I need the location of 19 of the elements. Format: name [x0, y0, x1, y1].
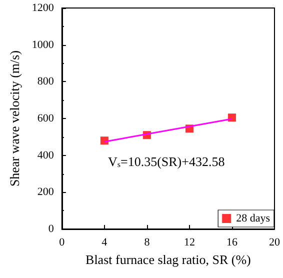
point [228, 114, 236, 122]
x-tick-label: 0 [59, 236, 66, 248]
x-tick-label: 20 [269, 236, 280, 248]
y-tick-label: 800 [37, 76, 54, 88]
x-tick-label: 8 [144, 236, 150, 248]
y-tick-label: 400 [37, 149, 54, 162]
y-tick-label: 600 [37, 112, 54, 124]
y-tick-label: 1200 [32, 2, 54, 14]
y-axis-title: Shear wave velocity (m/s) [7, 50, 22, 187]
x-axis-title: Blast furnace slag ratio, SR (%) [86, 252, 251, 267]
annotation: Vs=10.35(SR)+432.58 [108, 154, 225, 169]
x-tick-label: 4 [102, 236, 108, 248]
legend-label: 28 days [236, 212, 270, 224]
y-tick-label: 200 [37, 186, 54, 198]
y-tick-label: 0 [48, 223, 54, 235]
x-tick-label: 12 [184, 236, 195, 248]
point [100, 136, 108, 145]
x-tick-label: 16 [226, 236, 238, 248]
y-tick-label: 1000 [32, 38, 54, 51]
